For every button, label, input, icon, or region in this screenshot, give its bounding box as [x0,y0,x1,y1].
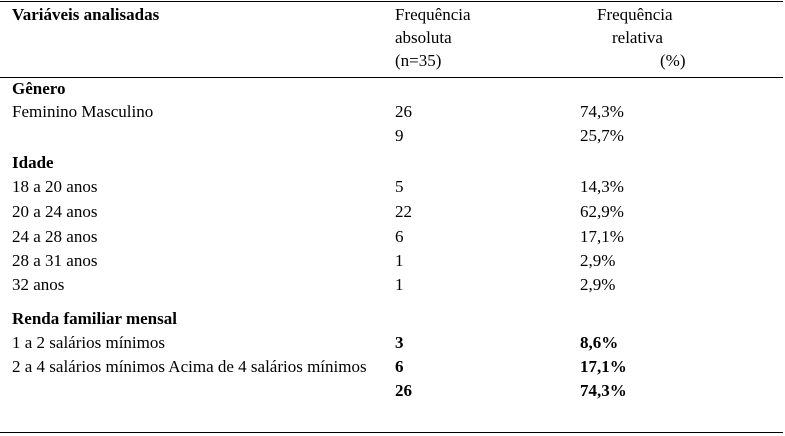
relative-value: 74,3% [580,381,627,400]
header-cell: Frequência [395,5,471,24]
header-cell: absoluta [395,28,452,47]
row-label: 1 a 2 salários mínimos [12,333,165,352]
header-cell: relativa [612,28,663,47]
header-rule [0,77,783,78]
relative-value: 14,3% [580,177,624,196]
absolute-value: 1 [395,275,404,294]
relative-value: 2,9% [580,275,616,294]
absolute-value: 22 [395,202,412,221]
absolute-value: 9 [395,126,404,145]
row-label: 2 a 4 salários mínimos Acima de 4 salári… [12,357,367,376]
relative-value: 74,3% [580,102,624,121]
absolute-value: 26 [395,381,412,400]
relative-value: 8,6% [580,333,619,352]
absolute-value: 5 [395,177,404,196]
row-label: 32 anos [12,275,65,294]
section-title: Renda familiar mensal [12,309,177,328]
relative-value: 17,1% [580,357,627,376]
section-title: Idade [12,153,54,172]
top-rule [0,1,783,2]
absolute-value: 1 [395,251,404,270]
absolute-value: 26 [395,102,412,121]
relative-value: 25,7% [580,126,624,145]
header-cell: (n=35) [395,51,442,70]
absolute-value: 6 [395,357,404,376]
relative-value: 17,1% [580,227,624,246]
row-label: Feminino Masculino [12,102,154,121]
row-label: 28 a 31 anos [12,251,98,270]
header-cell: Variáveis analisadas [12,5,160,24]
absolute-value: 6 [395,227,404,246]
row-label: 18 a 20 anos [12,177,98,196]
row-label: 20 a 24 anos [12,202,98,221]
relative-value: 2,9% [580,251,616,270]
row-label: 24 a 28 anos [12,227,98,246]
header-cell: (%) [660,51,686,70]
relative-value: 62,9% [580,202,624,221]
section-title: Gênero [12,79,66,98]
absolute-value: 3 [395,333,404,352]
bottom-rule [0,432,783,433]
header-cell: Frequência [597,5,673,24]
